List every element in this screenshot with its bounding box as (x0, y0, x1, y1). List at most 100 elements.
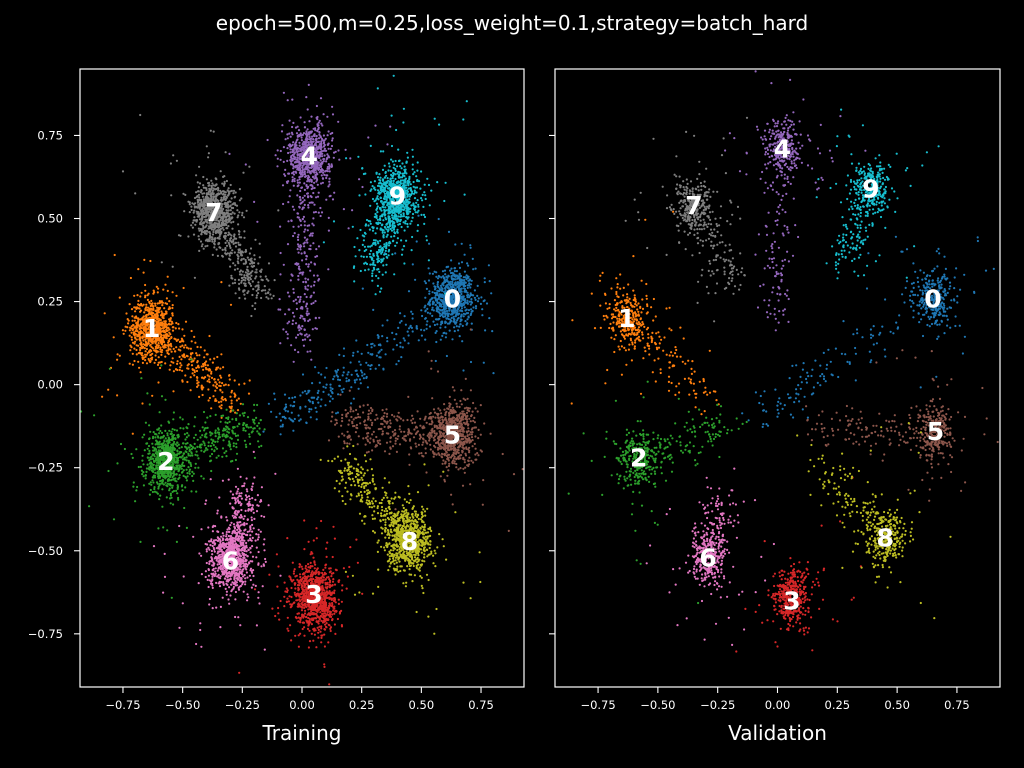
data-point (316, 620, 319, 624)
data-point (174, 350, 177, 353)
data-point (185, 456, 188, 459)
data-point (175, 480, 178, 483)
data-point (291, 405, 295, 408)
data-point (164, 429, 167, 432)
data-point (188, 461, 191, 464)
data-point (312, 609, 315, 612)
data-point (463, 287, 466, 290)
data-point (456, 283, 459, 286)
data-point (169, 333, 172, 336)
data-point (355, 378, 358, 381)
data-point (476, 294, 479, 297)
data-point (313, 177, 316, 180)
data-point (185, 468, 188, 471)
data-point (296, 236, 299, 239)
data-point (311, 222, 314, 225)
data-point (327, 216, 330, 219)
data-point (464, 309, 467, 312)
data-point (182, 355, 185, 358)
data-point (282, 146, 285, 149)
data-point (281, 425, 284, 428)
data-point (306, 195, 310, 198)
data-point (103, 312, 106, 315)
data-point (320, 122, 323, 125)
data-point (304, 575, 308, 579)
data-point (318, 316, 321, 319)
data-point (171, 486, 174, 489)
data-point (222, 433, 225, 436)
data-point (469, 303, 472, 306)
data-point (224, 435, 227, 438)
data-point (445, 354, 448, 358)
data-point (346, 575, 349, 578)
data-point (116, 358, 119, 361)
data-point (293, 152, 296, 155)
data-point (179, 464, 182, 467)
data-point (443, 276, 446, 279)
data-point (148, 449, 151, 452)
data-point (322, 160, 325, 163)
data-point (448, 294, 451, 297)
data-point (469, 286, 472, 289)
data-point (194, 453, 197, 456)
data-point (442, 303, 445, 306)
data-point (193, 436, 196, 439)
data-point (317, 628, 320, 632)
data-point (297, 645, 300, 648)
data-point (439, 298, 442, 301)
data-point (144, 289, 147, 292)
data-point (313, 181, 316, 184)
data-point (156, 346, 159, 350)
data-point (174, 327, 177, 330)
data-point (304, 228, 307, 231)
data-point (325, 601, 328, 605)
data-point (427, 267, 430, 270)
data-point (206, 380, 209, 383)
data-point (308, 410, 311, 413)
data-point (134, 316, 138, 319)
data-point (291, 311, 295, 314)
data-point (124, 325, 127, 328)
data-point (407, 327, 411, 330)
data-point (322, 568, 325, 572)
data-point (150, 299, 153, 302)
data-point (291, 205, 294, 208)
data-point (317, 191, 320, 194)
data-point (196, 361, 199, 364)
data-point (350, 386, 353, 389)
data-point (165, 325, 168, 328)
data-point (380, 348, 383, 351)
data-point (298, 218, 301, 221)
data-point (315, 104, 318, 108)
data-point (175, 339, 178, 342)
data-point (325, 555, 328, 559)
data-point (141, 473, 144, 476)
data-point (128, 329, 131, 332)
data-point (341, 374, 344, 377)
data-point (204, 421, 207, 424)
data-point (131, 329, 134, 332)
data-point (459, 323, 462, 326)
data-point (282, 263, 285, 266)
data-point (326, 115, 329, 118)
data-point (317, 389, 320, 392)
data-point (466, 322, 469, 325)
data-point (462, 302, 465, 305)
data-point (154, 354, 157, 357)
data-point (445, 307, 448, 310)
data-point (214, 440, 217, 443)
data-point (304, 390, 307, 393)
data-point (207, 441, 210, 444)
data-point (453, 307, 456, 310)
data-point (186, 380, 189, 384)
data-point (323, 665, 326, 669)
data-point (156, 291, 159, 294)
data-point (218, 436, 221, 439)
data-point (142, 463, 145, 466)
data-point (322, 614, 325, 617)
data-point (151, 446, 155, 449)
data-point (229, 436, 232, 439)
data-point (283, 595, 286, 598)
data-point (289, 148, 292, 151)
data-point (328, 624, 331, 627)
